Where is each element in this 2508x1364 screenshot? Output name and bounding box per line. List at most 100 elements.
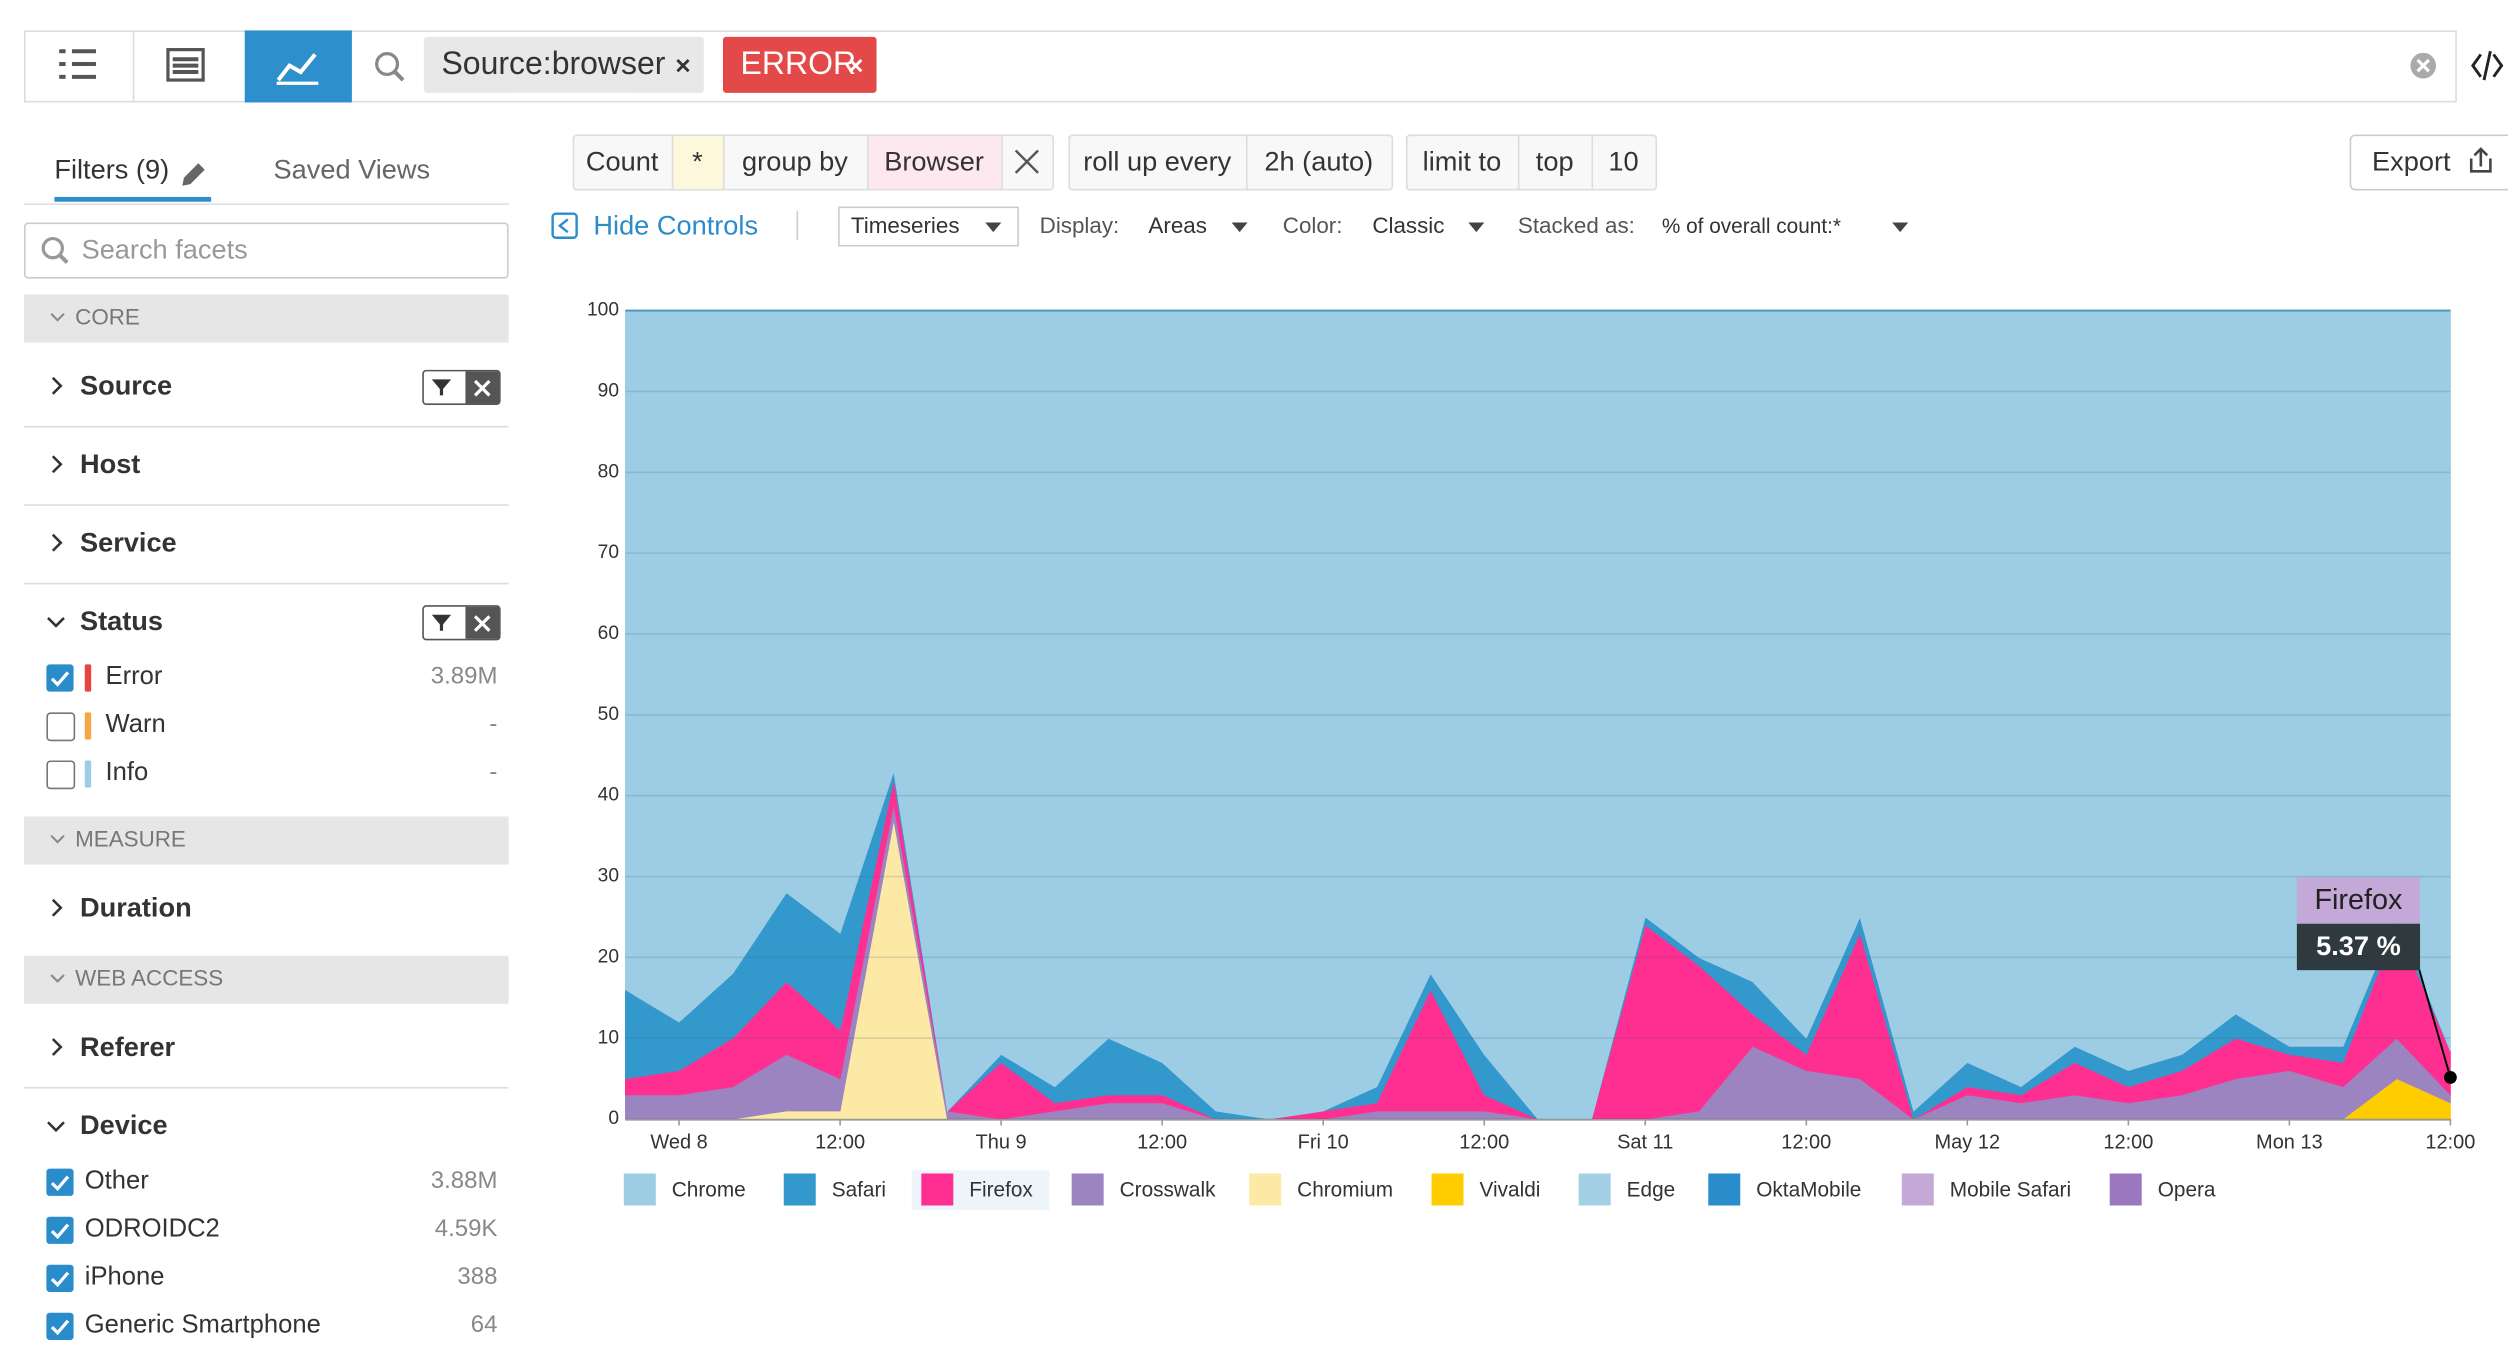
filter-icon <box>431 379 452 396</box>
legend-label[interactable]: Firefox <box>969 1179 1033 1202</box>
legend-swatch[interactable] <box>1431 1173 1464 1206</box>
export-icon <box>2469 147 2492 173</box>
legend-label[interactable]: Opera <box>2158 1179 2216 1202</box>
x-tick-label: 12:00 <box>1137 1131 1187 1153</box>
legend-swatch[interactable] <box>1901 1173 1934 1206</box>
facet-value[interactable]: Other <box>85 1166 149 1194</box>
search-tag-label: ERROR <box>741 45 857 81</box>
clear-icon <box>473 615 491 632</box>
query-part[interactable]: top <box>1536 145 1574 176</box>
export-label[interactable]: Export <box>2372 145 2451 176</box>
legend-label[interactable]: Chromium <box>1297 1179 1393 1202</box>
tab[interactable]: Filters (9) <box>54 153 169 184</box>
chevron[interactable] <box>51 455 63 474</box>
query-part[interactable]: group by <box>742 145 848 176</box>
facet-value[interactable]: Warn <box>106 710 166 738</box>
facet-value[interactable]: ODROIDC2 <box>85 1214 220 1242</box>
remove-icon[interactable] <box>849 59 863 73</box>
visualization[interactable]: Timeseries <box>851 213 960 238</box>
facet-count: 388 <box>457 1263 497 1290</box>
facet-value[interactable]: Error <box>106 662 163 690</box>
legend-label[interactable]: Chrome <box>672 1179 746 1202</box>
query-part[interactable]: Browser <box>884 145 984 176</box>
legend-label[interactable]: Safari <box>832 1179 886 1202</box>
edit-icon[interactable] <box>182 163 205 186</box>
facet-name[interactable]: Source <box>80 370 172 401</box>
facet-name[interactable]: Referer <box>80 1031 176 1062</box>
divider <box>132 32 135 101</box>
legend-swatch[interactable] <box>2109 1173 2142 1206</box>
y-tick-label: 20 <box>598 946 619 967</box>
status-color <box>84 760 92 788</box>
facet-name[interactable]: Status <box>80 605 163 636</box>
facet-name[interactable]: Host <box>80 448 140 479</box>
legend-swatch[interactable] <box>1708 1173 1741 1206</box>
query-part[interactable]: 2h (auto) <box>1264 145 1373 176</box>
tab[interactable]: Saved Views <box>274 153 431 184</box>
section-title: MEASURE <box>75 826 186 851</box>
facet-search[interactable] <box>23 222 509 279</box>
facet-value[interactable]: Info <box>106 758 149 786</box>
checkbox[interactable] <box>46 1216 74 1244</box>
facet-name[interactable]: Service <box>80 526 177 557</box>
legend-swatch[interactable] <box>1578 1173 1611 1206</box>
display[interactable]: Areas <box>1148 213 1206 238</box>
legend-swatch[interactable] <box>783 1173 816 1206</box>
code-view-button[interactable] <box>2471 50 2504 81</box>
checkbox[interactable] <box>46 1264 74 1292</box>
chevron[interactable] <box>47 617 65 628</box>
hide-controls-icon[interactable] <box>551 212 578 239</box>
checkbox[interactable] <box>46 760 76 790</box>
checkbox[interactable] <box>46 1312 74 1340</box>
query-part[interactable]: Count <box>586 145 659 176</box>
query-part[interactable]: 10 <box>1608 145 1638 176</box>
stacked[interactable]: % of overall count:* <box>1662 215 1841 238</box>
hide-controls[interactable]: Hide Controls <box>593 210 758 241</box>
facet-count: - <box>489 759 497 786</box>
facet-value[interactable]: Generic Smartphone <box>85 1310 321 1338</box>
export-button[interactable] <box>2349 134 2508 191</box>
checkmark <box>50 1175 70 1192</box>
remove-icon[interactable] <box>676 59 690 73</box>
table-view-button[interactable] <box>166 48 205 82</box>
legend-label[interactable]: Mobile Safari <box>1950 1179 2071 1202</box>
query-part[interactable]: * <box>692 145 703 176</box>
chevron[interactable] <box>51 898 63 917</box>
facet-name[interactable]: Device <box>80 1109 168 1140</box>
color[interactable]: Classic <box>1372 213 1444 238</box>
query-highlight <box>866 136 1002 189</box>
chevron[interactable] <box>51 1038 63 1056</box>
facet-value[interactable]: iPhone <box>85 1262 165 1290</box>
chevron[interactable] <box>47 1121 65 1133</box>
legend-label[interactable]: OktaMobile <box>1756 1179 1861 1202</box>
legend-swatch[interactable] <box>623 1173 656 1206</box>
search-tag[interactable] <box>423 36 704 93</box>
y-tick-label: 70 <box>598 542 619 563</box>
query-part[interactable]: limit to <box>1423 145 1502 176</box>
checkbox[interactable] <box>46 1168 74 1196</box>
analytics-view-button[interactable] <box>244 30 352 103</box>
chevron <box>50 313 65 322</box>
checkbox[interactable] <box>46 712 76 742</box>
search-icon <box>41 236 64 260</box>
legend-swatch[interactable] <box>1071 1173 1104 1206</box>
visualization-dropdown[interactable] <box>838 206 1019 247</box>
checkbox[interactable] <box>46 664 74 692</box>
legend-swatch[interactable] <box>1249 1173 1282 1206</box>
display-label: Display: <box>1040 213 1120 238</box>
filter-icon <box>431 614 452 631</box>
legend-swatch[interactable] <box>921 1173 954 1206</box>
x-tick-label: Wed 8 <box>650 1131 707 1153</box>
checkmark <box>50 671 70 687</box>
facet-name[interactable]: Duration <box>80 892 192 923</box>
search-tag[interactable] <box>722 36 877 93</box>
query-highlight <box>671 136 723 189</box>
chevron[interactable] <box>51 376 63 395</box>
list-view-button[interactable] <box>59 49 96 79</box>
legend-label[interactable]: Vivaldi <box>1480 1179 1541 1202</box>
chevron[interactable] <box>51 533 63 552</box>
legend-label[interactable]: Crosswalk <box>1120 1179 1216 1202</box>
query-part[interactable]: roll up every <box>1083 145 1231 176</box>
remove-icon[interactable] <box>1014 149 1039 174</box>
legend-label[interactable]: Edge <box>1627 1179 1676 1202</box>
